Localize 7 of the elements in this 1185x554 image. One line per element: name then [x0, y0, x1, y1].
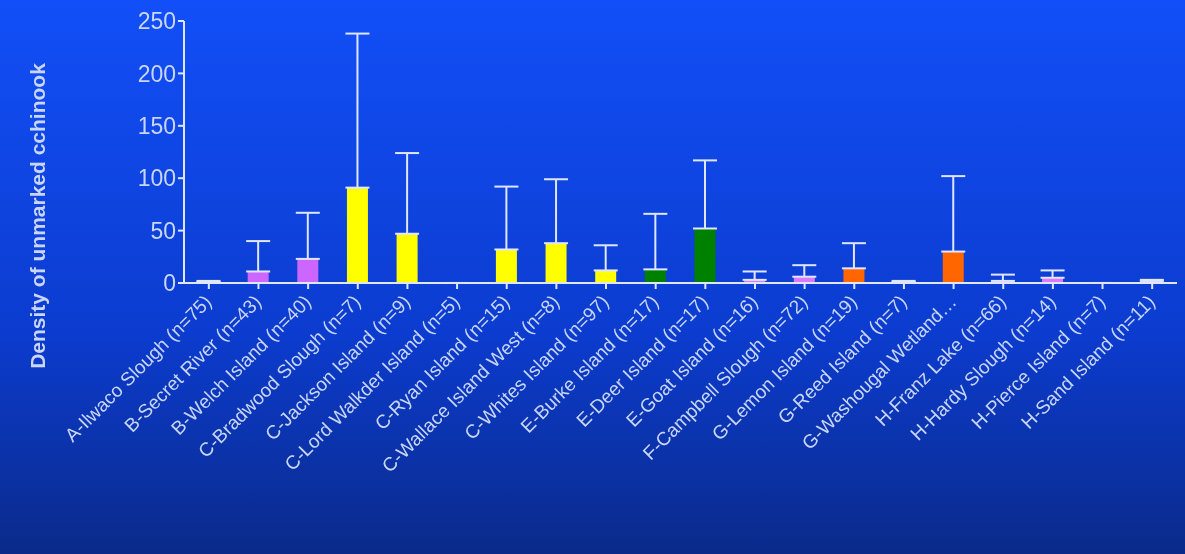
- y-tick-label: 0: [163, 270, 176, 297]
- y-tick-label: 100: [137, 165, 176, 192]
- y-tick-label: 150: [137, 112, 176, 139]
- y-tick-label: 50: [150, 217, 176, 244]
- y-tick-label: 250: [137, 8, 176, 35]
- y-tick-label: 200: [137, 60, 176, 87]
- y-axis-title: Density of unmarked cchinook: [26, 62, 49, 369]
